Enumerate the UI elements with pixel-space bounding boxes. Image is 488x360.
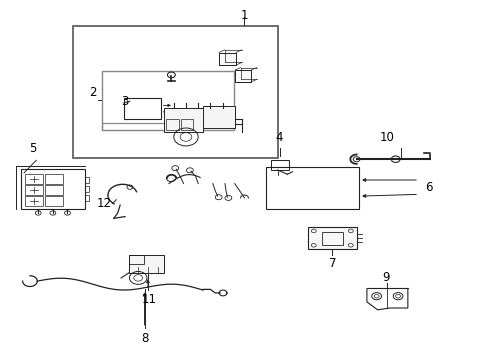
Bar (102, 71, 233, 130)
Bar (124, 98, 160, 119)
Bar (181, 119, 193, 130)
Bar (266, 167, 358, 209)
Text: 6: 6 (424, 181, 431, 194)
Bar (84, 186, 89, 192)
Bar (203, 107, 234, 128)
Bar (73, 26, 277, 158)
Bar (45, 174, 63, 184)
Bar (129, 255, 144, 264)
Bar (25, 174, 43, 184)
Text: 8: 8 (141, 332, 148, 345)
Text: 1: 1 (240, 9, 248, 22)
Text: 12: 12 (97, 197, 112, 210)
Bar (235, 70, 250, 82)
Text: 3: 3 (122, 95, 129, 108)
Bar (129, 255, 163, 273)
Text: 10: 10 (379, 131, 394, 144)
Bar (25, 196, 43, 206)
Text: 4: 4 (274, 131, 282, 144)
Bar (84, 177, 89, 183)
Text: 11: 11 (142, 293, 157, 306)
Bar (307, 227, 356, 249)
Bar (219, 53, 236, 65)
Bar (166, 119, 178, 130)
Text: 2: 2 (89, 86, 97, 99)
Bar (21, 169, 84, 209)
Bar (45, 196, 63, 206)
Text: 7: 7 (328, 257, 335, 270)
Bar (25, 185, 43, 195)
Text: 5: 5 (29, 142, 36, 155)
Bar (163, 108, 203, 132)
Bar (84, 195, 89, 201)
Bar (45, 185, 63, 195)
Bar (271, 160, 288, 170)
Bar (321, 231, 342, 244)
Text: 9: 9 (382, 271, 389, 284)
